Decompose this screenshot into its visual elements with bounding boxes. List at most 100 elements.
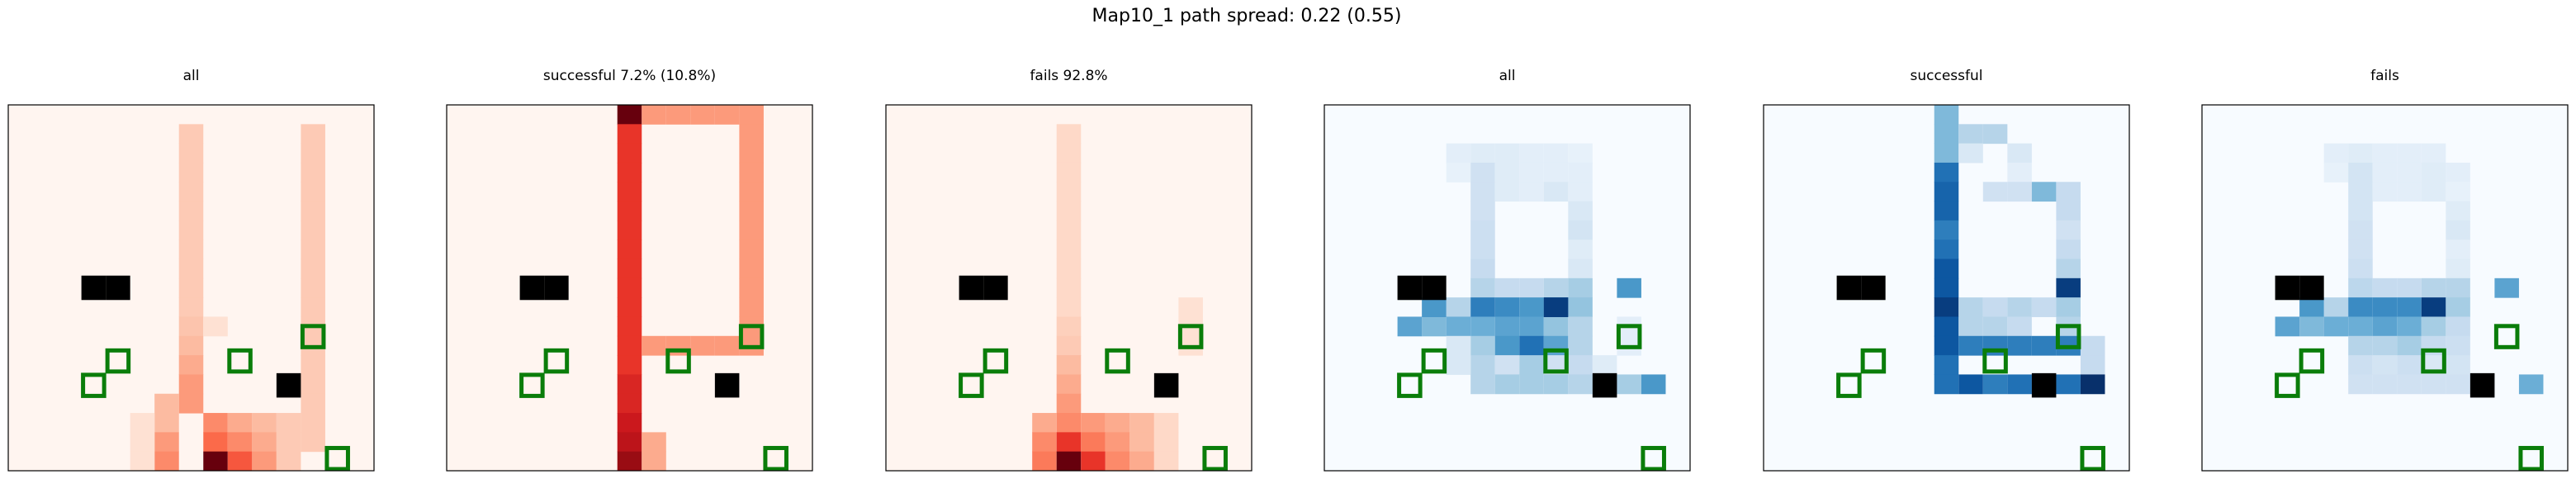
- heatmap-panel-2: successful 7.2% (10.8%): [446, 68, 813, 472]
- heatmap-cell: [1519, 297, 1544, 317]
- heatmap-cell: [1494, 316, 1520, 337]
- heatmap-cell: [617, 374, 642, 395]
- heatmap-cell: [2348, 258, 2373, 279]
- heatmap-cell: [227, 451, 253, 472]
- heatmap-cell: [1982, 182, 2008, 202]
- heatmap-cell: [1129, 413, 1154, 433]
- panel-title: successful 7.2% (10.8%): [543, 68, 716, 84]
- heatmap-cell: [2299, 316, 2324, 337]
- heatmap-cell: [1934, 143, 1959, 164]
- heatmap-cell: [1081, 413, 1106, 433]
- heatmap-cell: [178, 182, 204, 202]
- heatmap-cell: [2446, 355, 2470, 375]
- obstacle-cell: [2275, 275, 2300, 301]
- heatmap-cell: [178, 201, 204, 221]
- heatmap-cell: [1934, 355, 1959, 375]
- heatmap-cell: [2397, 297, 2422, 317]
- heatmap-cell: [1519, 335, 1544, 356]
- heatmap-cell: [2446, 335, 2470, 356]
- heatmap-cell: [276, 451, 301, 472]
- figure-suptitle: Map10_1 path spread: 0.22 (0.55): [1092, 6, 1402, 26]
- target-marker: [2518, 445, 2544, 472]
- heatmap-cell: [1056, 162, 1082, 183]
- heatmap-cell: [2348, 355, 2373, 375]
- heatmap-cell: [1982, 297, 2008, 317]
- heatmap-cell: [739, 105, 764, 125]
- heatmap-cell: [1568, 258, 1593, 279]
- heatmap-cell: [2348, 182, 2373, 202]
- heatmap-cell: [2421, 182, 2446, 202]
- heatmap-cell: [1081, 432, 1106, 453]
- heatmap-cell: [301, 240, 325, 260]
- heatmap-cell: [1592, 355, 1617, 375]
- heatmap-cell: [1982, 316, 2008, 337]
- heatmap-cell: [1470, 220, 1495, 240]
- heatmap-cell: [1568, 143, 1593, 164]
- heatmap-cell: [1129, 432, 1154, 453]
- heatmap-cell: [301, 258, 325, 279]
- heatmap-cell: [2056, 258, 2081, 279]
- heatmap-cell: [1568, 297, 1593, 317]
- heatmap-cell: [642, 432, 666, 453]
- heatmap-cell: [1470, 335, 1495, 356]
- heatmap-cell: [1617, 374, 1641, 395]
- heatmap-cell: [1982, 124, 2008, 145]
- heatmap-cell: [2397, 143, 2422, 164]
- heatmap-cell: [301, 201, 325, 221]
- heatmap-cell: [178, 258, 204, 279]
- heatmap-cell: [2056, 374, 2081, 395]
- heatmap-cell: [1958, 124, 1983, 145]
- heatmap-cell: [1446, 143, 1471, 164]
- heatmap-cell: [617, 124, 642, 145]
- heatmap-cell: [1543, 316, 1569, 337]
- heatmap-cell: [2348, 162, 2373, 183]
- heatmap-cell: [154, 451, 179, 472]
- heatmap-cell: [1568, 201, 1593, 221]
- heatmap-cell: [1934, 124, 1959, 145]
- heatmap-cell: [2446, 277, 2470, 298]
- heatmap-cell: [178, 277, 204, 298]
- heatmap-cell: [2348, 374, 2373, 395]
- heatmap-cell: [2031, 335, 2057, 356]
- target-marker: [324, 445, 350, 472]
- heatmap-cell: [2056, 240, 2081, 260]
- heatmap-frame: [7, 104, 375, 472]
- heatmap-cell: [1568, 162, 1593, 183]
- heatmap-cell: [252, 432, 277, 453]
- heatmap-cell: [1470, 355, 1495, 375]
- heatmap-cell: [1032, 432, 1057, 453]
- target-marker: [227, 348, 253, 374]
- target-marker: [2299, 348, 2325, 374]
- heatmap-cell: [739, 258, 764, 279]
- heatmap-cell: [252, 413, 277, 433]
- heatmap-cell: [739, 297, 764, 317]
- heatmap-cell: [2323, 162, 2349, 183]
- heatmap-cell: [1568, 374, 1593, 395]
- obstacle-cell: [544, 275, 569, 301]
- obstacle-cell: [1422, 275, 1447, 301]
- heatmap-cell: [2080, 355, 2105, 375]
- heatmap-cell: [690, 105, 715, 125]
- heatmap-cell: [1446, 297, 1471, 317]
- heatmap-cell: [2372, 374, 2398, 395]
- heatmap-cell: [2446, 297, 2470, 317]
- heatmap-cell: [1056, 451, 1082, 472]
- heatmap-cell: [2372, 316, 2398, 337]
- obstacle-cell: [959, 275, 984, 301]
- heatmap-cell: [1958, 297, 1983, 317]
- heatmap-cell: [1056, 413, 1082, 433]
- heatmap-cell: [617, 393, 642, 414]
- target-marker: [738, 324, 765, 349]
- heatmap-cell: [1494, 182, 1520, 202]
- heatmap-cell: [2397, 182, 2422, 202]
- heatmap-cell: [1568, 316, 1593, 337]
- heatmap-cell: [1494, 335, 1520, 356]
- heatmap-cell: [617, 277, 642, 298]
- obstacle-cell: [1836, 275, 1862, 301]
- heatmap-cell: [2299, 297, 2324, 317]
- target-marker: [959, 372, 984, 398]
- heatmap-cell: [2007, 316, 2032, 337]
- obstacle-cell: [2299, 275, 2324, 301]
- heatmap-cell: [2397, 335, 2422, 356]
- target-marker: [763, 445, 788, 472]
